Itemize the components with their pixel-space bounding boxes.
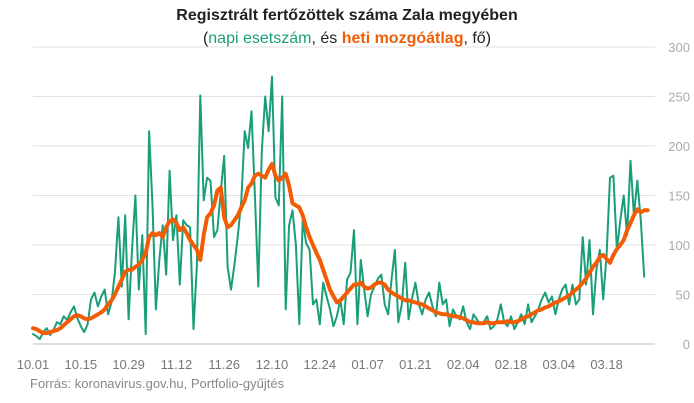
- subtitle-open: (: [202, 30, 209, 47]
- subtitle-sep1: , és: [311, 30, 342, 47]
- y-tick-label: 0: [683, 337, 690, 352]
- y-tick-label: 200: [668, 139, 690, 154]
- x-tick-label: 12.24: [304, 357, 337, 372]
- y-tick-label: 50: [676, 288, 690, 303]
- x-tick-label: 02.04: [447, 357, 480, 372]
- chart-subtitle: (napi esetszám, és heti mozgóátlag, fő): [0, 30, 694, 48]
- x-tick-label: 03.18: [590, 357, 623, 372]
- x-tick-label: 10.01: [17, 357, 50, 372]
- series-line-daily-cases: [32, 75, 646, 341]
- x-tick-label: 12.10: [256, 357, 289, 372]
- y-tick-label: 100: [668, 238, 690, 253]
- y-tick-label: 300: [668, 40, 690, 55]
- source-note: Forrás: koronavirus.gov.hu, Portfolio-gy…: [30, 376, 285, 391]
- y-tick-label: 250: [668, 90, 690, 105]
- subtitle-sep2: , fő): [463, 30, 492, 47]
- x-tick-label: 11.12: [161, 357, 193, 372]
- x-tick-label: 02.18: [495, 357, 528, 372]
- x-tick-label: 11.26: [208, 357, 240, 372]
- x-tick-label: 10.29: [112, 357, 145, 372]
- chart-title: Regisztrált fertőzöttek száma Zala megyé…: [176, 7, 518, 24]
- x-tick-label: 10.15: [65, 357, 98, 372]
- subtitle-series-average: heti mozgóátlag: [341, 30, 464, 47]
- x-tick-label: 01.07: [351, 357, 384, 372]
- y-tick-label: 150: [668, 189, 690, 204]
- subtitle-series-daily: napi esetszám: [208, 30, 312, 47]
- x-tick-label: 01.21: [399, 357, 432, 372]
- series-line-weekly-average: [31, 161, 650, 336]
- x-tick-label: 03.04: [543, 357, 576, 372]
